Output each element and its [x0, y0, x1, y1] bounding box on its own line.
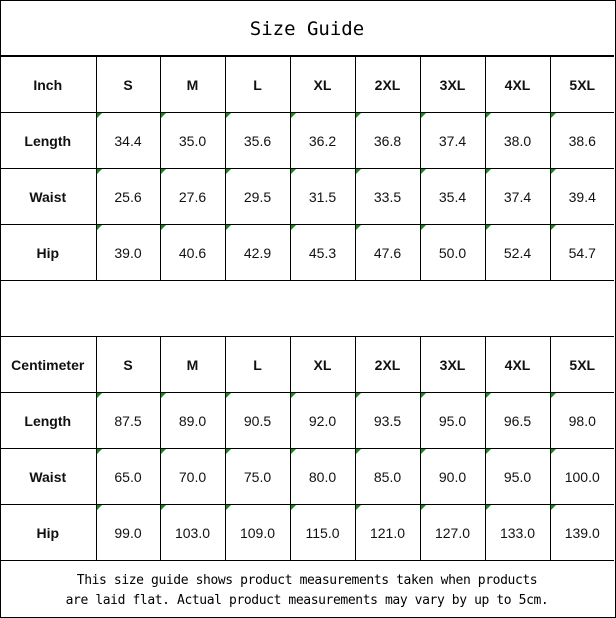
measurement-cell: 45.3: [289, 224, 356, 281]
size-header: 3XL: [419, 336, 486, 393]
measurement-cell: 54.7: [549, 224, 614, 281]
size-header: 5XL: [549, 336, 614, 393]
measurement-cell: 103.0: [159, 504, 226, 561]
measurement-cell: 99.0: [95, 504, 161, 561]
measurement-cell: 115.0: [289, 504, 356, 561]
table-row: Waist 65.0 70.0 75.0 80.0 85.0 90.0 95.0 100.0: [0, 448, 614, 505]
measurement-cell: 39.4: [549, 168, 614, 225]
measurement-cell: 35.4: [419, 168, 486, 225]
measurement-cell: 36.2: [289, 112, 356, 169]
centimeter-size-table: Centimeter S M L XL 2XL 3XL 4XL 5XL Length 87.5 89.…: [0, 336, 614, 561]
measurement-cell: 65.0: [95, 448, 161, 505]
unit-header: Centimeter: [0, 336, 97, 393]
measurement-cell: 70.0: [159, 448, 226, 505]
measurement-note: This size guide shows product measuremen…: [0, 560, 614, 616]
measurement-cell: 37.4: [484, 168, 551, 225]
measurement-cell: 133.0: [484, 504, 551, 561]
measurement-cell: 93.5: [354, 392, 421, 449]
measurement-cell: 100.0: [549, 448, 614, 505]
size-header: L: [224, 56, 291, 113]
measurement-cell: 139.0: [549, 504, 614, 561]
measurement-cell: 80.0: [289, 448, 356, 505]
measurement-cell: 35.0: [159, 112, 226, 169]
measurement-cell: 87.5: [95, 392, 161, 449]
unit-header: Inch: [0, 56, 97, 113]
measurement-cell: 33.5: [354, 168, 421, 225]
measurement-cell: 35.6: [224, 112, 291, 169]
measurement-cell: 39.0: [95, 224, 161, 281]
header-row: Centimeter S M L XL 2XL 3XL 4XL 5XL: [0, 336, 614, 393]
row-label: Length: [0, 112, 97, 169]
measurement-cell: 90.5: [224, 392, 291, 449]
measurement-cell: 92.0: [289, 392, 356, 449]
measurement-cell: 34.4: [95, 112, 161, 169]
header-row: Inch S M L XL 2XL 3XL 4XL 5XL: [0, 56, 614, 113]
measurement-cell: 37.4: [419, 112, 486, 169]
measurement-cell: 85.0: [354, 448, 421, 505]
measurement-cell: 109.0: [224, 504, 291, 561]
row-label: Waist: [0, 448, 97, 505]
measurement-cell: 89.0: [159, 392, 226, 449]
measurement-cell: 75.0: [224, 448, 291, 505]
measurement-cell: 98.0: [549, 392, 614, 449]
inch-size-table: Inch S M L XL 2XL 3XL 4XL 5XL Length 34.4 35.0 35.6 3…: [0, 56, 614, 281]
table-row: Hip 39.0 40.6 42.9 45.3 47.6 50.0 52.4 54.7: [0, 224, 614, 281]
size-header: M: [159, 56, 226, 113]
size-header: M: [159, 336, 226, 393]
row-label: Hip: [0, 224, 97, 281]
size-header: XL: [289, 336, 356, 393]
row-label: Length: [0, 392, 97, 449]
size-header: 2XL: [354, 336, 421, 393]
size-header: 4XL: [484, 336, 551, 393]
measurement-cell: 38.6: [549, 112, 614, 169]
measurement-cell: 36.8: [354, 112, 421, 169]
measurement-cell: 40.6: [159, 224, 226, 281]
measurement-cell: 52.4: [484, 224, 551, 281]
size-header: 5XL: [549, 56, 614, 113]
measurement-cell: 90.0: [419, 448, 486, 505]
size-header: 3XL: [419, 56, 486, 113]
measurement-cell: 25.6: [95, 168, 161, 225]
note-line-2: are laid flat. Actual product measuremen…: [65, 593, 549, 608]
note-line-1: This size guide shows product measuremen…: [76, 573, 538, 588]
size-header: XL: [289, 56, 356, 113]
size-header: S: [95, 56, 161, 113]
measurement-cell: 47.6: [354, 224, 421, 281]
measurement-cell: 50.0: [419, 224, 486, 281]
measurement-cell: 42.9: [224, 224, 291, 281]
measurement-cell: 127.0: [419, 504, 486, 561]
row-label: Hip: [0, 504, 97, 561]
measurement-cell: 31.5: [289, 168, 356, 225]
page-title: Size Guide: [0, 0, 614, 56]
measurement-cell: 95.0: [484, 448, 551, 505]
measurement-cell: 29.5: [224, 168, 291, 225]
measurement-cell: 96.5: [484, 392, 551, 449]
size-header: S: [95, 336, 161, 393]
measurement-cell: 121.0: [354, 504, 421, 561]
table-row: Waist 25.6 27.6 29.5 31.5 33.5 35.4 37.4 39.4: [0, 168, 614, 225]
table-row: Length 34.4 35.0 35.6 36.2 36.8 37.4 38.0 38.6: [0, 112, 614, 169]
table-row: Hip 99.0 103.0 109.0 115.0 121.0 127.0 133.0 139…: [0, 504, 614, 561]
measurement-cell: 38.0: [484, 112, 551, 169]
size-header: 4XL: [484, 56, 551, 113]
measurement-cell: 95.0: [419, 392, 486, 449]
row-label: Waist: [0, 168, 97, 225]
measurement-cell: 27.6: [159, 168, 226, 225]
size-header: L: [224, 336, 291, 393]
size-header: 2XL: [354, 56, 421, 113]
table-row: Length 87.5 89.0 90.5 92.0 93.5 95.0 96.5 98.0: [0, 392, 614, 449]
